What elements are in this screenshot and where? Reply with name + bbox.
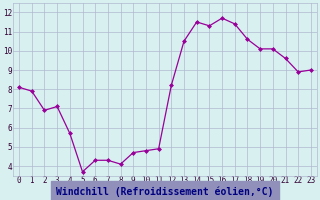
X-axis label: Windchill (Refroidissement éolien,°C): Windchill (Refroidissement éolien,°C) xyxy=(56,187,274,197)
